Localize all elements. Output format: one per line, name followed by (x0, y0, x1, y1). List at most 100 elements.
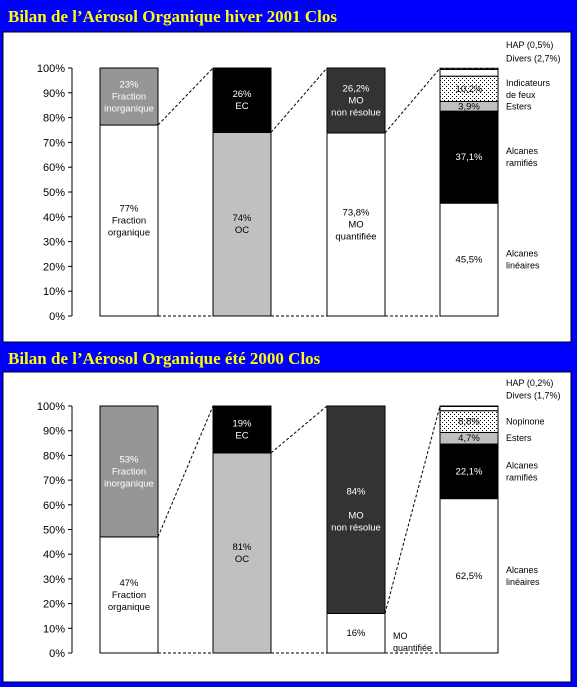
side-label: HAP (0,2%) (506, 378, 553, 388)
bar-segment (439, 443, 499, 500)
segment-label: non résolue (331, 107, 381, 118)
segment-label: quantifiée (335, 231, 376, 242)
y-tick-label: 0% (49, 311, 65, 323)
side-label: HAP (0,5%) (506, 40, 553, 50)
y-tick-label: 40% (43, 212, 65, 224)
y-tick-label: 0% (49, 648, 65, 660)
y-tick-label: 50% (43, 187, 65, 199)
connector-line (157, 67, 214, 126)
segment-label: non résolue (331, 523, 381, 534)
bar-segment (439, 68, 499, 77)
y-tick-label: 80% (43, 113, 65, 125)
segment-label: 84% (346, 487, 366, 498)
y-tick-label: 40% (43, 549, 65, 561)
y-tick-label: 60% (43, 500, 65, 512)
segment-label: organique (108, 602, 150, 613)
segment-label: inorganique (104, 478, 154, 489)
side-label: MO (393, 631, 408, 641)
bar-segment (99, 536, 159, 654)
segment-label: 4,7% (458, 433, 480, 444)
bar-segment (326, 67, 386, 134)
bar-segment (212, 67, 272, 133)
side-label: ramifiés (506, 158, 538, 168)
y-tick-label: 10% (43, 623, 65, 635)
bar-segment (439, 67, 499, 70)
side-label: quantifiée (393, 643, 432, 653)
side-label: Esters (506, 433, 532, 443)
segment-label: Fraction (112, 590, 146, 601)
y-tick-label: 70% (43, 475, 65, 487)
side-label: ramifiés (506, 472, 538, 482)
segment-label: MO (348, 95, 363, 106)
side-label: linéaires (506, 261, 540, 271)
connector-line (270, 67, 328, 133)
chart-title-hiver: Bilan de l’Aérosol Organique hiver 2001 … (8, 7, 337, 26)
segment-label: 77% (119, 204, 139, 215)
connector-line (384, 67, 441, 134)
segment-label: 47% (119, 578, 139, 589)
y-tick-label: 10% (43, 286, 65, 298)
segment-label: OC (235, 554, 249, 565)
y-tick-label: 70% (43, 137, 65, 149)
connector-line (384, 405, 441, 614)
segment-label: OC (235, 225, 249, 236)
connector-line (157, 405, 214, 538)
y-tick-label: 20% (43, 599, 65, 611)
segment-label: EC (235, 101, 248, 112)
segment-label: Fraction (112, 216, 146, 227)
y-tick-label: 60% (43, 162, 65, 174)
y-tick-label: 100% (37, 401, 65, 413)
segment-label: 73,8% (343, 207, 370, 218)
segment-label: 16% (346, 628, 366, 639)
side-label: Alcanes (506, 146, 539, 156)
y-tick-label: 90% (43, 88, 65, 100)
y-tick-label: 90% (43, 426, 65, 438)
segment-label: Fraction (112, 92, 146, 103)
segment-label: inorganique (104, 104, 154, 115)
bar-segment (99, 67, 159, 126)
segment-label: 26,2% (343, 83, 370, 94)
segment-label: MO (348, 219, 363, 230)
y-tick-label: 80% (43, 450, 65, 462)
bar-segment (99, 124, 159, 317)
y-tick-label: 30% (43, 574, 65, 586)
bar-segment (439, 498, 499, 654)
side-label: de feux (506, 90, 536, 100)
segment-label: 62,5% (456, 571, 483, 582)
bar-segment (439, 202, 499, 317)
side-label: Divers (2,7%) (506, 53, 561, 63)
bar-segment (439, 75, 499, 102)
side-label: Nopinone (506, 417, 545, 427)
segment-label: organique (108, 228, 150, 239)
segment-label: Fraction (112, 466, 146, 477)
bar-segment (326, 405, 386, 614)
segment-label: 37,1% (456, 152, 483, 163)
side-label: linéaires (506, 577, 540, 587)
segment-label: EC (235, 430, 248, 441)
segment-label: 26% (232, 89, 252, 100)
segment-label: 10,2% (456, 84, 483, 95)
y-tick-label: 50% (43, 525, 65, 537)
y-tick-label: 100% (37, 63, 65, 75)
side-label: Alcanes (506, 460, 539, 470)
side-label: Esters (506, 101, 532, 111)
bar-segment (326, 132, 386, 317)
bar-segment (439, 405, 499, 412)
segment-label: 3,9% (458, 101, 480, 112)
side-label: Alcanes (506, 249, 539, 259)
chart-title-ete: Bilan de l’Aérosol Organique été 2000 Cl… (8, 349, 321, 368)
bar-segment (212, 452, 272, 654)
side-label: Divers (1,7%) (506, 390, 561, 400)
segment-label: 81% (232, 542, 252, 553)
bar-segment (212, 405, 272, 454)
segment-label: 22,1% (456, 466, 483, 477)
y-tick-label: 30% (43, 237, 65, 249)
segment-label: 8,8% (458, 417, 480, 428)
segment-label: 53% (119, 454, 139, 465)
segment-label: 19% (232, 418, 252, 429)
connector-line (270, 405, 328, 454)
segment-label: 45,5% (456, 255, 483, 266)
segment-label: 23% (119, 80, 139, 91)
